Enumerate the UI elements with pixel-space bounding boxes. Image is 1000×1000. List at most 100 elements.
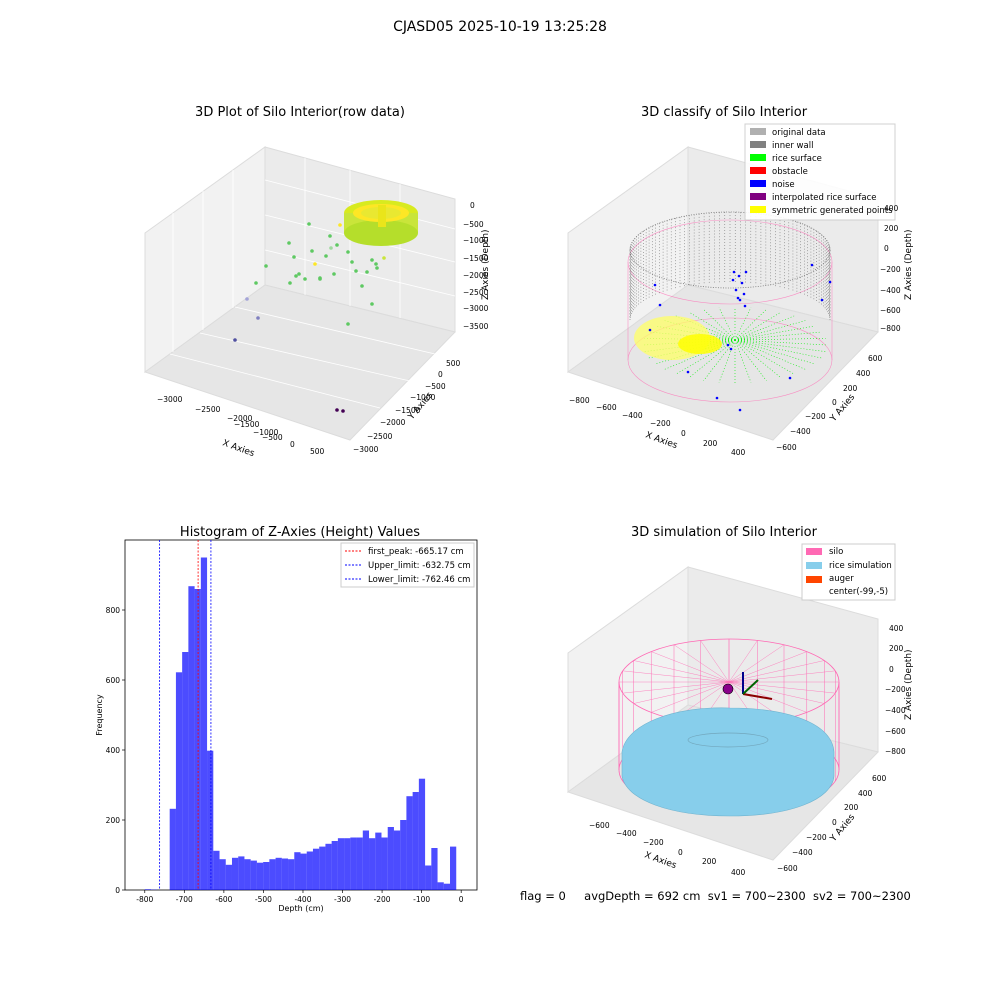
- histogram-bar: [312, 848, 320, 890]
- histogram-x-ticks: -800 -700 -600 -500 -400 -300 -200 -100 0: [136, 890, 464, 904]
- simulation-legend-item: rice simulation: [829, 561, 892, 571]
- classify-y-tick: 400: [856, 369, 871, 378]
- rice-surface-line: [734, 320, 806, 341]
- raw-data-point: [335, 408, 339, 412]
- raw-y-tick: −3000: [353, 445, 379, 454]
- histogram-bar: [406, 796, 413, 890]
- silo-roof-rib: [633, 681, 730, 704]
- histogram-bar: [182, 652, 189, 890]
- silo-roof-rib: [728, 644, 785, 683]
- noise-point: [658, 303, 662, 307]
- noise-point: [715, 396, 719, 400]
- rice-surface-line: [734, 307, 752, 341]
- classify-legend-item: original data: [772, 128, 826, 138]
- rice-surface-line: [703, 309, 736, 341]
- silo-roof-rib: [633, 660, 730, 683]
- histogram-y-tick: 0: [115, 886, 120, 895]
- histogram-bar: [250, 860, 257, 890]
- silo-roof-rib: [700, 640, 730, 683]
- histogram-bar: [393, 830, 401, 890]
- simulation-x-tick: −400: [616, 829, 637, 838]
- raw-z-tick: 0: [470, 201, 475, 210]
- rice-surface-line: [688, 339, 736, 379]
- classify-x-label: X Axies: [644, 430, 679, 451]
- histogram-bar: [175, 672, 183, 890]
- silo-roof-rib: [728, 681, 807, 713]
- noise-point: [653, 283, 657, 287]
- raw-panel-title: 3D Plot of Silo Interior(row data): [195, 105, 405, 120]
- silo-roof-rib: [728, 660, 825, 683]
- classify-legend-item: rice surface: [772, 154, 822, 164]
- raw-z-label: Z Axies (Depth): [481, 229, 491, 300]
- noise-point: [788, 376, 792, 380]
- noise-point: [828, 280, 832, 284]
- noise-point: [820, 298, 824, 302]
- histogram-bar: [337, 838, 345, 890]
- noise-point: [742, 292, 746, 296]
- rice-surface-line: [703, 339, 736, 381]
- rice-surface-line: [734, 339, 782, 379]
- raw-data-point: [360, 284, 364, 288]
- rice-surface-line: [734, 339, 815, 365]
- histogram-x-tick: -600: [215, 895, 232, 904]
- histogram-x-tick: -300: [334, 895, 351, 904]
- histogram-bar: [256, 862, 264, 890]
- status-footer: flag = 0 avgDepth = 692 cm sv1 = 700~230…: [520, 889, 911, 903]
- classify-z-tick: 200: [884, 224, 899, 233]
- classify-inner-wall: [629, 211, 831, 320]
- simulation-z-tick: −600: [885, 727, 906, 736]
- classify-x-tick: −800: [569, 396, 590, 405]
- raw-z-tick: −2500: [463, 288, 489, 297]
- raw-data-point: [313, 262, 317, 266]
- raw-x-tick: −2000: [227, 414, 253, 423]
- classify-y-tick: −600: [776, 443, 797, 452]
- simulation-legend-item: center(-99,-5): [829, 587, 888, 597]
- simulation-x-tick: −600: [589, 821, 610, 830]
- histogram-x-tick: -800: [136, 895, 153, 904]
- raw-data-point: [329, 246, 333, 250]
- classify-legend-item: symmetric generated points: [772, 206, 893, 216]
- rice-surface-line: [734, 339, 806, 370]
- histogram-legend: first_peak: -665.17 cm Upper_limit: -632…: [340, 542, 475, 588]
- simulation-y-tick: 0: [832, 818, 837, 827]
- histogram-bar: [275, 857, 282, 890]
- classify-legend: original data inner wall rice surface ob…: [744, 123, 896, 221]
- histogram-bar: [443, 883, 451, 890]
- raw-data-point: [346, 322, 350, 326]
- raw-y-tick: −1500: [395, 406, 421, 415]
- histogram-bar: [269, 859, 276, 890]
- raw-z-tick: −2000: [463, 271, 489, 280]
- noise-point: [734, 288, 738, 292]
- raw-data-point: [297, 272, 301, 276]
- histogram-x-tick: -400: [294, 895, 311, 904]
- histogram-bar: [387, 827, 394, 890]
- legend-swatch: [750, 180, 766, 187]
- raw-data-point: [354, 269, 358, 273]
- raw-y-tick: 0: [438, 370, 443, 379]
- raw-x-tick: −1500: [234, 420, 260, 429]
- histogram-bar: [437, 882, 444, 890]
- classify-x-tick: 400: [731, 448, 746, 457]
- histogram-bar: [281, 858, 289, 890]
- silo-roof-rib: [728, 681, 825, 704]
- avg-depth-status: avgDepth = 692 cm: [584, 889, 701, 903]
- legend-swatch: [806, 562, 822, 569]
- classify-z-label: Z Axies (Depth): [904, 229, 914, 300]
- classify-x-tick: −200: [650, 419, 671, 428]
- simulation-z-tick: −200: [885, 685, 906, 694]
- classify-y-tick: 200: [843, 384, 858, 393]
- histogram-bar: [431, 848, 438, 890]
- silo-roof-rib: [728, 651, 807, 683]
- classify-noise-points: [648, 263, 832, 412]
- legend-swatch: [750, 167, 766, 174]
- simulation-z-tick: −400: [885, 706, 906, 715]
- simulation-y-tick: 200: [844, 803, 859, 812]
- raw-data-point: [375, 266, 379, 270]
- rice-surface-line: [718, 307, 736, 341]
- silo-roof-rib: [673, 644, 730, 683]
- raw-x-tick: 0: [290, 440, 295, 449]
- raw-y-tick: 500: [446, 359, 461, 368]
- raw-z-tick: −1000: [463, 236, 489, 245]
- classify-legend-item: inner wall: [772, 141, 813, 151]
- raw-x-tick: 500: [310, 447, 325, 456]
